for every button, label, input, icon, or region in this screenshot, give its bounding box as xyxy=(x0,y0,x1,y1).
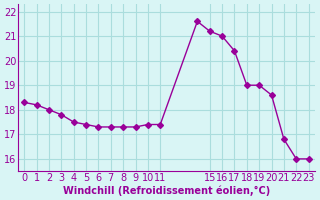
X-axis label: Windchill (Refroidissement éolien,°C): Windchill (Refroidissement éolien,°C) xyxy=(63,185,270,196)
